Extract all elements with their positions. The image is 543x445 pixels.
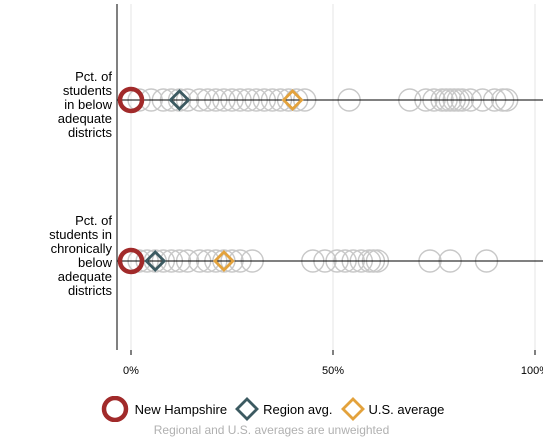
legend-label-new-hampshire: New Hampshire [134,401,228,417]
row-label-2-line-4: below [78,255,112,270]
new-hampshire-marker-row2 [117,247,145,275]
chart-note: Regional and U.S. averages are unweighte… [153,423,390,437]
legend-diamond-icon [235,397,260,421]
row-label-2-line-3: chronically [50,241,112,256]
legend-label-region-avg: Region avg. [263,401,333,417]
row-label-1-line-4: adequate [57,111,112,126]
row-label-1-line-3: in below [64,97,112,112]
row-label-1-line-5: districts [67,125,112,140]
row-label-1-line-1: Pct. of [75,69,112,84]
legend-diamond-icon [340,397,365,421]
row-label-2-line-5: adequate [57,269,112,284]
x-tick-label-2: 100% [521,365,543,377]
row-label-1: Pct. of students in below adequate distr… [2,70,112,140]
legend-item-new-hampshire: New Hampshire [99,396,227,422]
legend-item-us-average: U.S. average [340,396,445,422]
region-avg-marker-row2 [144,250,167,272]
row-label-1-line-2: students [62,83,112,98]
us-avg-marker-row2 [212,250,235,272]
row-label-2-line-6: districts [67,283,112,298]
legend: New Hampshire Region avg. U.S. average [0,396,543,422]
row-label-2-line-1: Pct. of [75,213,112,228]
region-avg-marker-row1 [168,89,191,111]
row-label-2: Pct. of students in chronically below ad… [2,214,112,298]
row-label-2-line-2: students in [49,227,112,242]
legend-item-region-avg: Region avg. [235,396,333,422]
x-tick-label-0: 0% [123,365,139,377]
legend-label-us-average: U.S. average [368,401,445,417]
new-hampshire-marker-row1 [117,86,145,114]
legend-circle-icon [101,396,128,422]
x-tick-label-1: 50% [322,365,344,377]
us-avg-marker-row1 [281,89,304,111]
